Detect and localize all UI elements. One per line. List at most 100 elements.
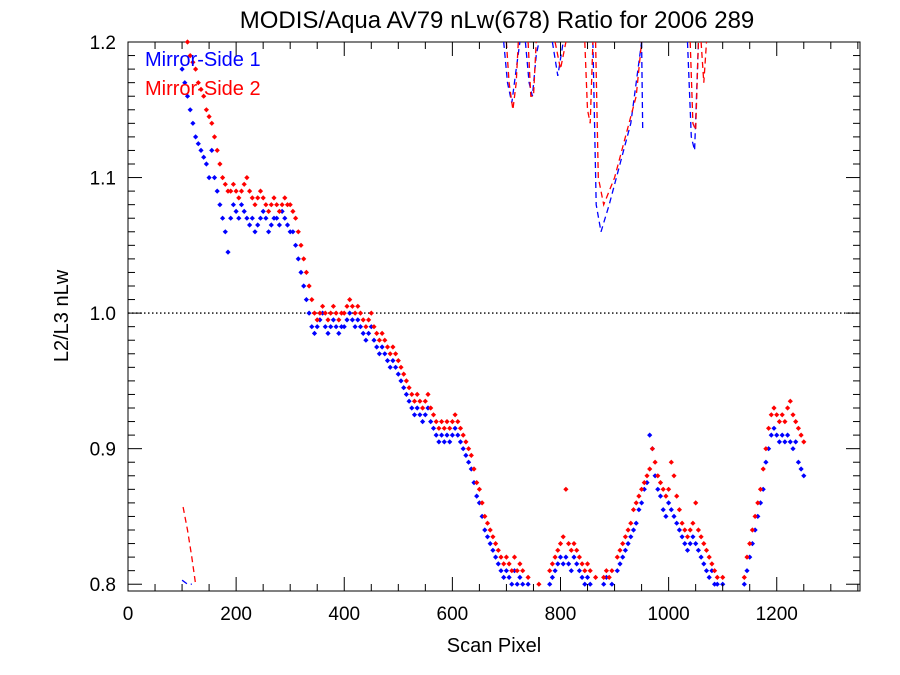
data-point-mirror-side-1: [468, 466, 474, 472]
data-point-mirror-side-1: [620, 554, 626, 560]
data-point-mirror-side-2: [230, 181, 236, 187]
data-point-mirror-side-2: [357, 310, 364, 316]
data-point-mirror-side-1: [506, 574, 512, 580]
data-point-mirror-side-2: [506, 561, 512, 567]
data-point-mirror-side-2: [663, 493, 669, 499]
data-point-mirror-side-2: [368, 310, 374, 316]
data-point-mirror-side-1: [614, 568, 620, 574]
data-point-mirror-side-2: [768, 412, 774, 418]
data-point-mirror-side-2: [425, 391, 431, 397]
data-point-mirror-side-1: [493, 554, 499, 560]
data-point-mirror-side-1: [563, 554, 569, 560]
data-point-mirror-side-2: [198, 86, 204, 92]
data-point-mirror-side-1: [587, 581, 593, 587]
data-point-mirror-side-2: [514, 568, 520, 574]
dashed-line-group: [181, 41, 708, 585]
data-point-mirror-side-1: [655, 486, 661, 492]
data-point-mirror-side-2: [747, 541, 753, 547]
data-point-mirror-side-2: [257, 188, 264, 194]
data-point-mirror-side-2: [757, 486, 764, 492]
data-point-mirror-side-1: [409, 405, 415, 411]
data-point-mirror-side-2: [501, 561, 507, 567]
data-point-mirror-side-2: [338, 310, 345, 316]
data-point-mirror-side-2: [771, 405, 777, 411]
data-point-mirror-side-2: [336, 317, 342, 323]
data-point-mirror-side-1: [636, 507, 642, 513]
data-point-mirror-side-2: [222, 181, 228, 187]
data-point-mirror-side-1: [187, 107, 193, 113]
data-point-mirror-side-2: [668, 459, 674, 465]
data-point-mirror-side-1: [182, 80, 188, 86]
dashed-line-mirror-side-2: [584, 41, 594, 124]
data-point-mirror-side-2: [766, 425, 772, 431]
data-point-mirror-side-1: [568, 568, 574, 574]
data-point-mirror-side-1: [387, 364, 393, 370]
data-point-mirror-side-2: [279, 202, 285, 208]
data-point-mirror-side-1: [709, 568, 715, 574]
data-point-mirror-side-1: [452, 425, 458, 431]
data-point-mirror-side-1: [747, 554, 753, 560]
x-tick-label: 1200: [756, 604, 798, 625]
data-point-mirror-side-1: [238, 202, 245, 208]
data-point-mirror-side-1: [693, 541, 699, 547]
data-point-mirror-side-1: [306, 310, 312, 316]
data-point-mirror-side-1: [676, 527, 682, 533]
data-point-mirror-side-2: [579, 561, 585, 567]
data-point-mirror-side-2: [201, 93, 207, 99]
data-point-mirror-side-1: [355, 317, 361, 323]
data-point-mirror-side-2: [574, 547, 580, 553]
data-point-mirror-side-2: [333, 310, 339, 316]
data-point-mirror-side-2: [190, 59, 196, 65]
data-point-mirror-side-1: [498, 568, 504, 574]
data-point-mirror-side-2: [693, 500, 699, 506]
data-point-mirror-side-1: [633, 520, 639, 526]
data-point-mirror-side-1: [363, 337, 369, 343]
data-point-mirror-side-2: [247, 188, 253, 194]
data-point-mirror-side-1: [782, 439, 788, 445]
data-point-mirror-side-2: [536, 581, 542, 587]
data-point-mirror-side-2: [233, 188, 239, 194]
data-point-mirror-side-2: [801, 439, 807, 445]
data-point-mirror-side-1: [785, 432, 791, 438]
data-point-mirror-side-2: [455, 419, 461, 425]
data-point-mirror-side-2: [287, 202, 293, 208]
data-point-mirror-side-1: [352, 324, 358, 330]
data-point-mirror-side-1: [295, 256, 301, 262]
data-point-mirror-side-2: [409, 391, 415, 397]
data-point-mirror-side-1: [617, 561, 623, 567]
data-point-mirror-side-2: [468, 452, 474, 458]
y-axis-ticks: 0.8 0.9 1.0 1.1 1.2: [90, 33, 860, 596]
data-point-mirror-side-1: [763, 459, 769, 465]
data-point-mirror-side-2: [376, 337, 382, 343]
data-point-mirror-side-2: [793, 419, 799, 425]
data-point-mirror-side-2: [220, 175, 226, 181]
data-point-mirror-side-2: [671, 473, 677, 479]
data-point-mirror-side-1: [560, 561, 566, 567]
data-point-mirror-side-2: [601, 574, 607, 580]
data-point-mirror-side-1: [520, 581, 526, 587]
data-point-mirror-side-1: [684, 547, 691, 553]
data-point-mirror-side-1: [220, 215, 226, 221]
data-point-mirror-side-2: [303, 269, 309, 275]
data-point-mirror-side-1: [344, 317, 350, 323]
data-point-mirror-side-1: [622, 547, 628, 553]
data-point-mirror-side-1: [641, 486, 647, 492]
data-point-mirror-side-2: [755, 500, 761, 506]
data-point-mirror-side-1: [466, 459, 472, 465]
data-point-mirror-side-2: [787, 398, 793, 404]
data-point-mirror-side-2: [382, 337, 388, 343]
data-point-mirror-side-1: [628, 534, 634, 540]
data-point-mirror-side-2: [439, 419, 445, 425]
data-point-mirror-side-1: [671, 513, 677, 519]
data-point-mirror-side-1: [390, 358, 396, 364]
data-point-mirror-side-2: [320, 303, 326, 309]
data-point-mirror-side-1: [322, 324, 328, 330]
data-point-mirror-side-1: [787, 439, 793, 445]
data-point-mirror-side-1: [341, 324, 347, 330]
data-point-mirror-side-2: [474, 480, 480, 486]
data-point-mirror-side-2: [617, 547, 623, 553]
y-tick-label: 1.1: [90, 169, 116, 190]
data-point-mirror-side-1: [703, 568, 710, 574]
data-point-mirror-side-2: [184, 39, 191, 45]
